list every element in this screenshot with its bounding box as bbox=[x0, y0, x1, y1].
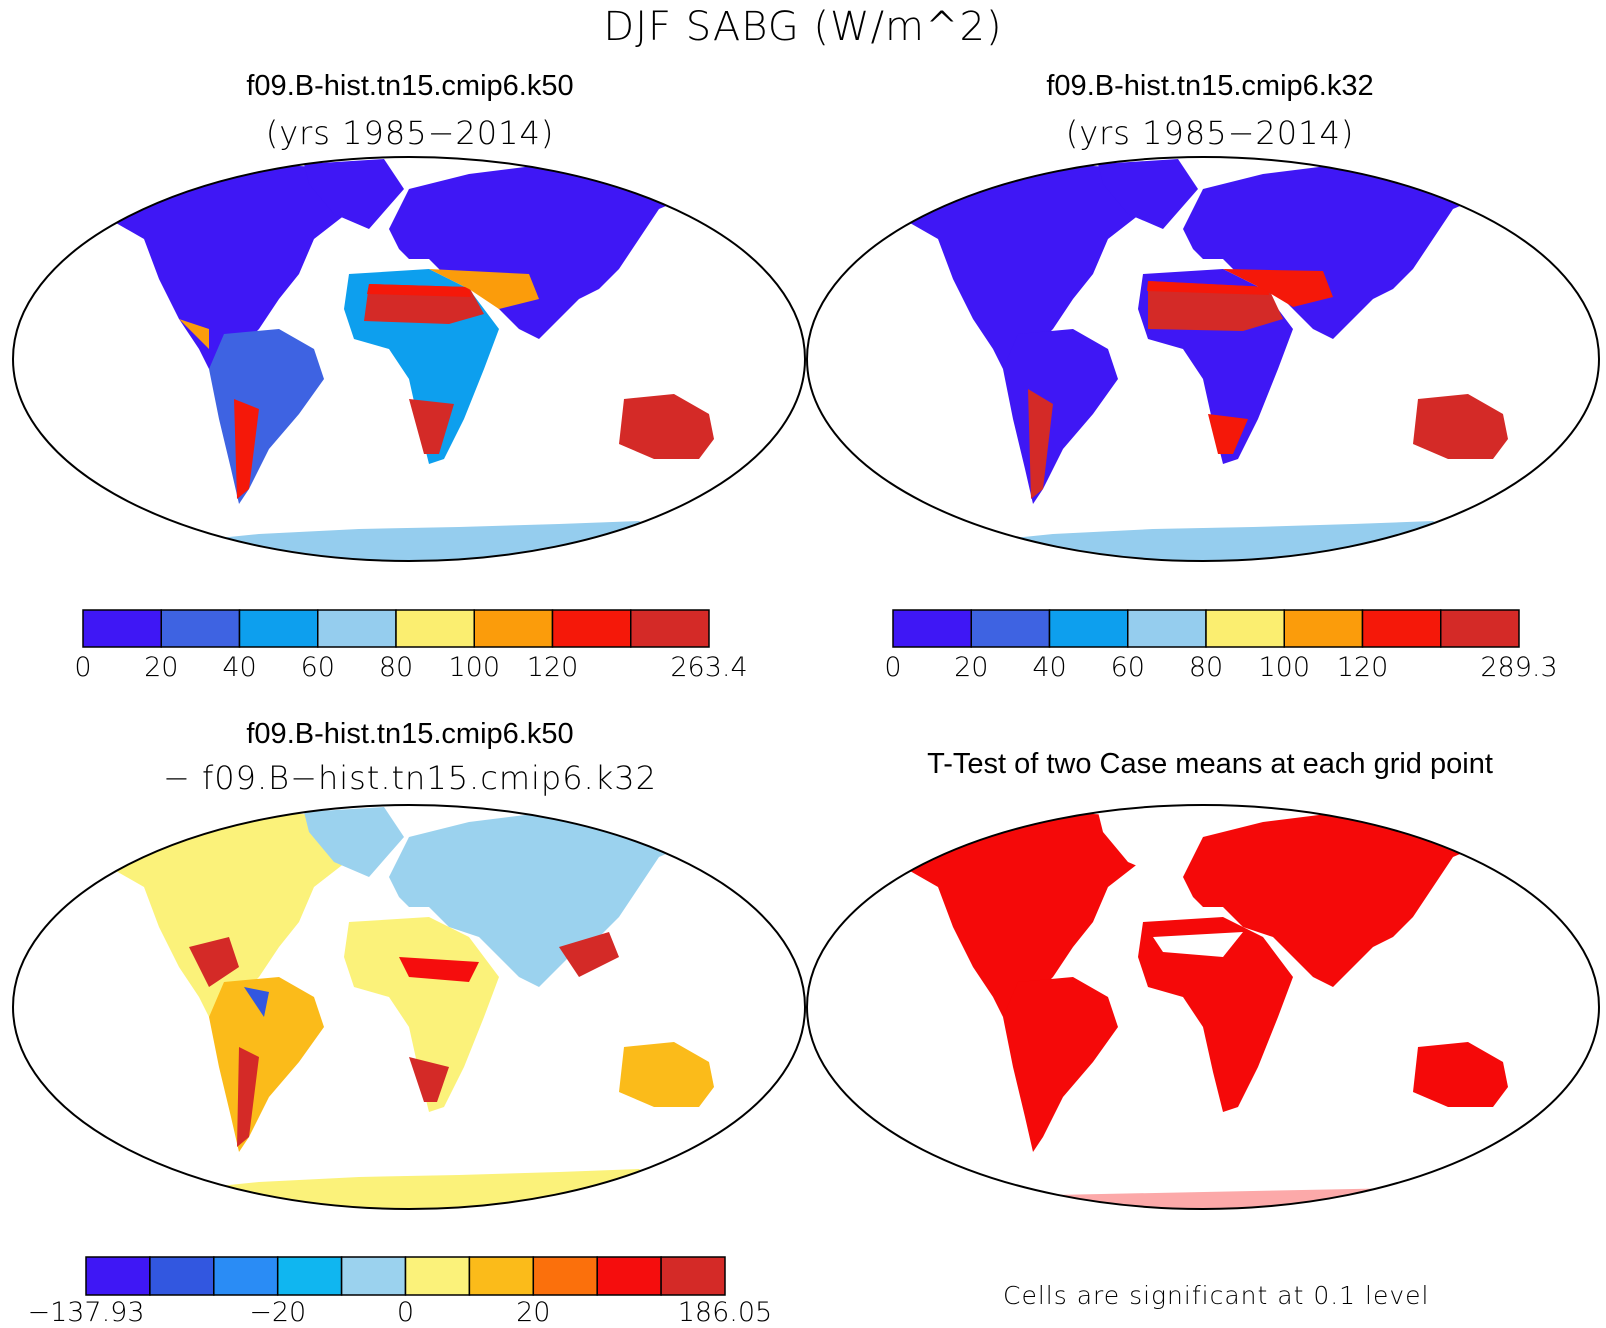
map-panel-case2 bbox=[807, 157, 1599, 561]
colorbar-swatch bbox=[1440, 609, 1520, 648]
colorbar-swatch bbox=[213, 1256, 279, 1296]
colorbar-tick-label: 0 bbox=[884, 652, 902, 683]
panel-1-title: f09.B-hist.tn15.cmip6.k50 bbox=[246, 70, 574, 102]
colorbar-swatch bbox=[1361, 609, 1442, 648]
colorbar-swatch bbox=[85, 1256, 151, 1296]
colorbar-swatch bbox=[1127, 609, 1207, 648]
colorbar-swatch bbox=[532, 1256, 598, 1296]
colorbar-swatch bbox=[340, 1256, 407, 1296]
panel-3-subtitle: − f09.B−hist.tn15.cmip6.k32 bbox=[163, 759, 657, 797]
colorbar-swatch bbox=[473, 609, 554, 648]
map-border-case2 bbox=[806, 156, 1600, 562]
colorbar-tick-label: −20 bbox=[249, 1297, 307, 1328]
colorbar-swatch bbox=[596, 1256, 662, 1296]
panel-3-title: f09.B-hist.tn15.cmip6.k50 bbox=[246, 718, 574, 750]
colorbar-tick-label: 80 bbox=[1188, 652, 1224, 683]
colorbar-swatch bbox=[160, 609, 241, 648]
colorbar-tick-label: −137.93 bbox=[27, 1297, 145, 1328]
colorbar-tick-label: 186.05 bbox=[677, 1297, 773, 1328]
colorbar-swatch bbox=[404, 1256, 471, 1296]
colorbar-tick-label: 289.3 bbox=[1480, 652, 1558, 683]
panel-1-subtitle: (yrs 1985−2014) bbox=[265, 114, 555, 152]
colorbar-swatch bbox=[468, 1256, 535, 1296]
colorbar-swatch bbox=[660, 1256, 726, 1296]
colorbar-swatch bbox=[1048, 609, 1129, 648]
map-panel-ttest bbox=[807, 805, 1599, 1209]
panel-2-subtitle: (yrs 1985−2014) bbox=[1065, 114, 1355, 152]
colorbar-tick-label: 120 bbox=[1336, 652, 1389, 683]
colorbar-tick-label: 100 bbox=[448, 652, 501, 683]
colorbar-swatch bbox=[1283, 609, 1364, 648]
colorbar-tick-label: 120 bbox=[526, 652, 579, 683]
colorbar-tick-label: 0 bbox=[396, 1297, 415, 1328]
colorbar-tick-label: 60 bbox=[1110, 652, 1145, 683]
colorbar-swatch bbox=[630, 609, 710, 648]
colorbar-case1 bbox=[82, 609, 710, 648]
colorbar-tick-label: 263.4 bbox=[670, 652, 748, 683]
colorbar-tick-label: 20 bbox=[954, 652, 989, 683]
colorbar-diff bbox=[85, 1256, 726, 1296]
colorbar-swatch bbox=[395, 609, 475, 648]
colorbar-swatch bbox=[317, 609, 397, 648]
colorbar-tick-label: 80 bbox=[378, 652, 414, 683]
map-panel-case1 bbox=[13, 157, 805, 561]
colorbar-swatch bbox=[238, 609, 319, 648]
colorbar-case2 bbox=[892, 609, 1520, 648]
colorbar-tick-label: 20 bbox=[144, 652, 179, 683]
colorbar-swatch bbox=[149, 1256, 215, 1296]
significance-note: Cells are significant at 0.1 level bbox=[1003, 1281, 1430, 1310]
map-border-ttest bbox=[806, 804, 1600, 1210]
colorbar-swatch bbox=[551, 609, 632, 648]
colorbar-tick-label: 0 bbox=[74, 652, 92, 683]
colorbar-swatch bbox=[970, 609, 1051, 648]
colorbar-swatch bbox=[1205, 609, 1285, 648]
colorbar-swatch bbox=[276, 1256, 343, 1296]
colorbar-tick-label: 20 bbox=[516, 1297, 551, 1328]
colorbar-swatch bbox=[892, 609, 972, 648]
map-border-diff bbox=[12, 804, 806, 1210]
colorbar-swatch bbox=[82, 609, 162, 648]
colorbar-tick-label: 100 bbox=[1258, 652, 1311, 683]
panel-2-title: f09.B-hist.tn15.cmip6.k32 bbox=[1046, 70, 1374, 102]
map-panel-diff bbox=[13, 805, 805, 1209]
colorbar-tick-label: 60 bbox=[300, 652, 335, 683]
panel-4-title: T-Test of two Case means at each grid po… bbox=[927, 748, 1493, 780]
colorbar-tick-label: 40 bbox=[1032, 652, 1067, 683]
map-border-case1 bbox=[12, 156, 806, 562]
colorbar-tick-label: 40 bbox=[222, 652, 257, 683]
figure-title: DJF SABG (W/m^2) bbox=[603, 4, 1003, 50]
